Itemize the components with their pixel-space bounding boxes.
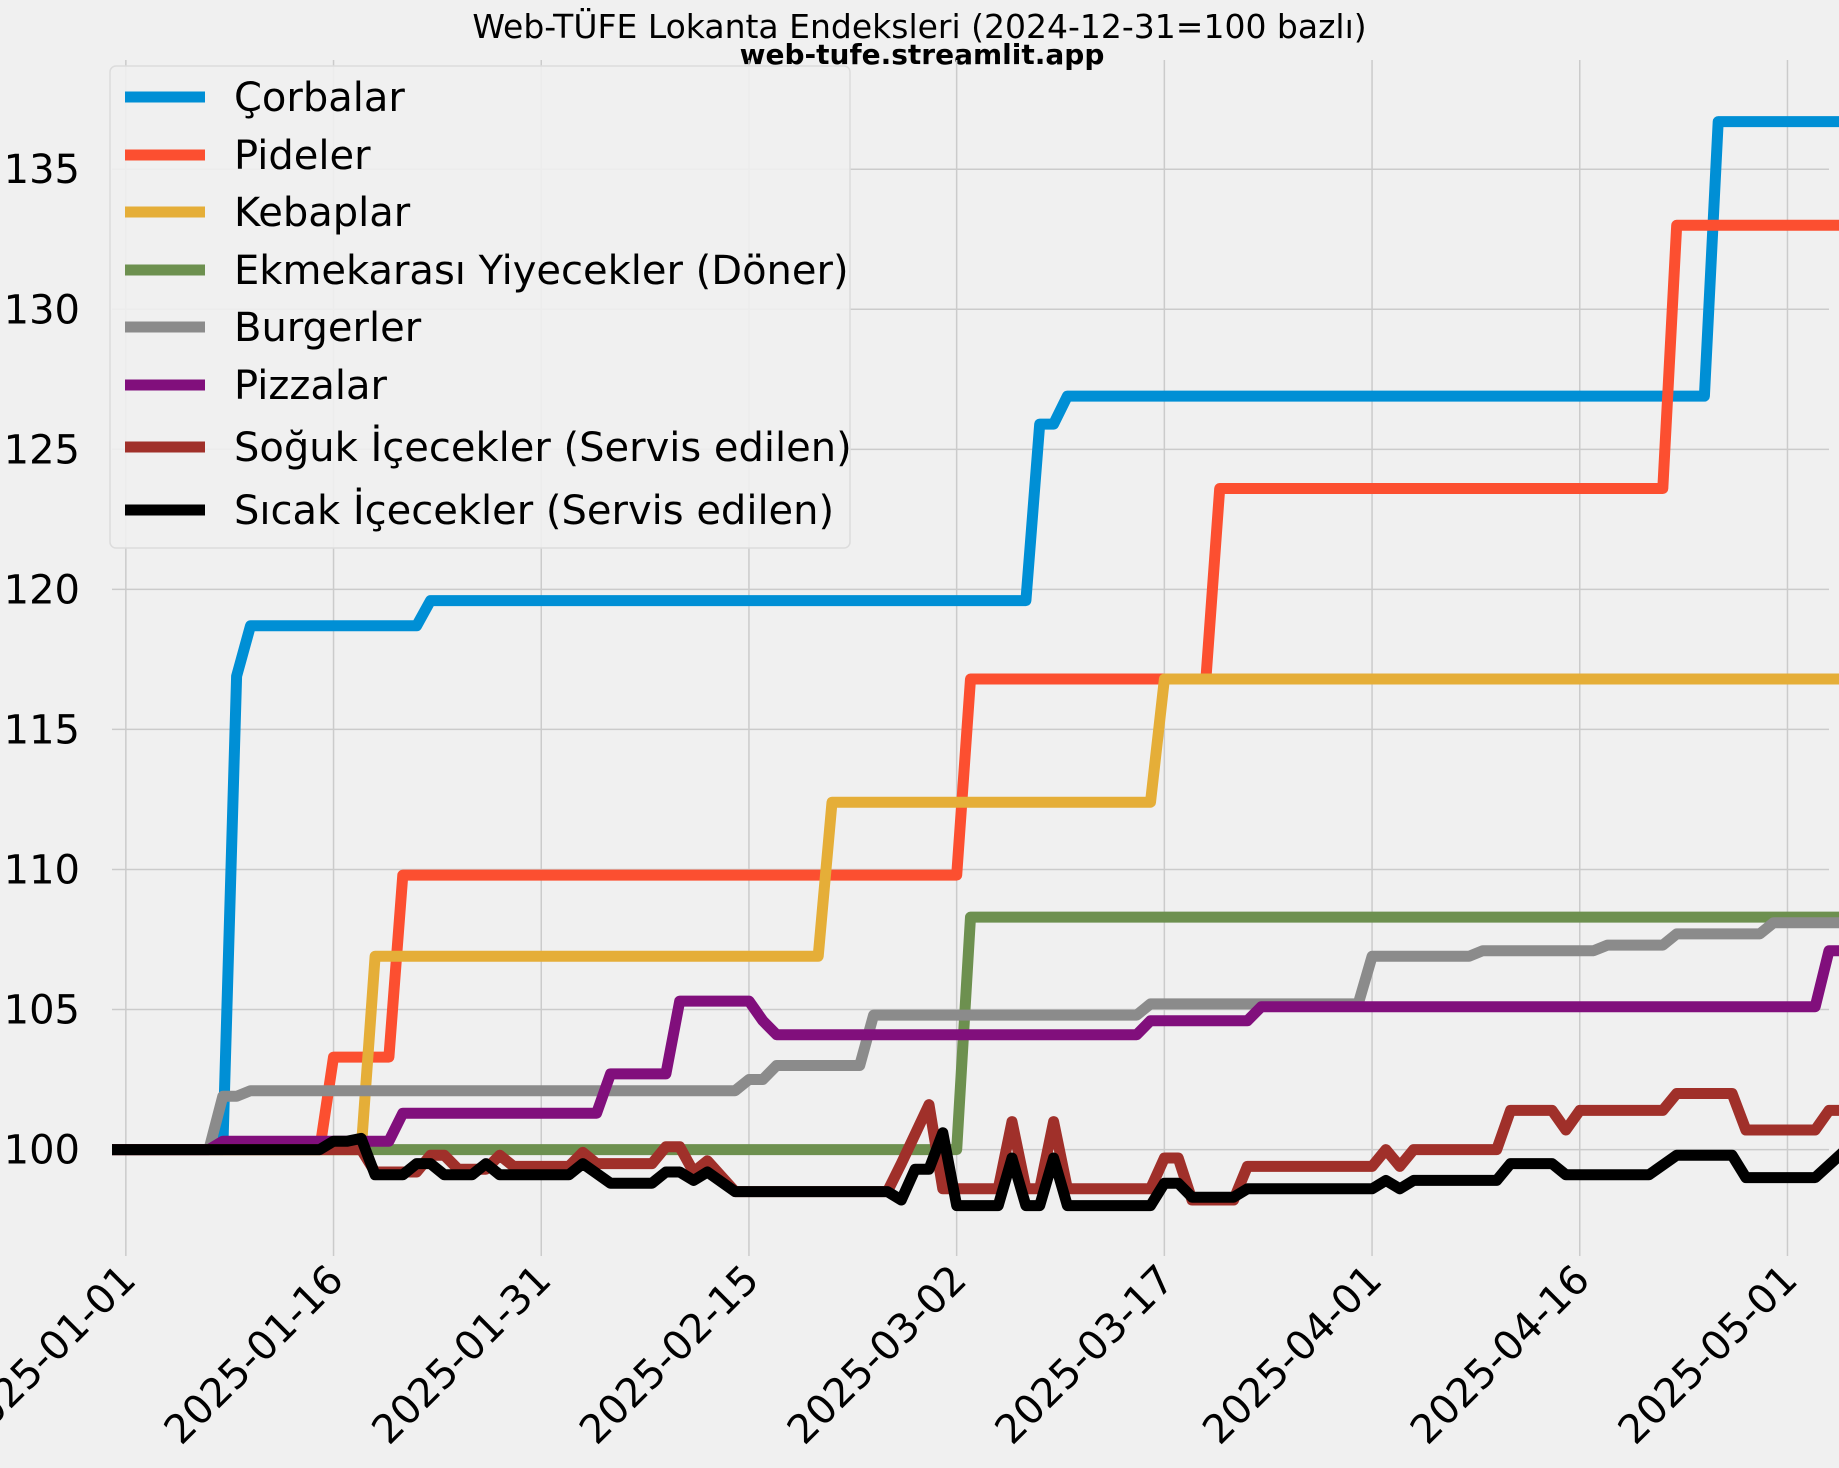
y-tick-label: 135 xyxy=(4,147,80,193)
series-lines xyxy=(112,116,1839,1212)
chart-title: Web-TÜFE Lokanta Endeksleri (2024-12-31=… xyxy=(472,6,1366,46)
series-line-5 xyxy=(112,917,1839,1156)
y-tick-label: 120 xyxy=(4,567,80,613)
x-tick-label: 2025-02-15 xyxy=(571,1257,768,1454)
x-tick-label: 2025-05-01 xyxy=(1610,1257,1807,1454)
series-line-1 xyxy=(112,116,1839,1156)
y-tick-label: 130 xyxy=(4,287,80,333)
legend-label: Ekmekarası Yiyecekler (Döner) xyxy=(234,248,849,294)
x-tick-label: 2025-03-17 xyxy=(987,1257,1184,1454)
y-tick-label: 125 xyxy=(4,427,80,473)
legend-label: Burgerler xyxy=(234,305,422,351)
legend-label: Pideler xyxy=(234,133,371,179)
x-tick-label: 2025-03-02 xyxy=(779,1257,976,1454)
legend-label: Çorbalar xyxy=(234,75,405,121)
x-tick-label: 2025-04-01 xyxy=(1194,1257,1391,1454)
y-tick-label: 115 xyxy=(4,707,80,753)
legend: Çorbalar Pideler Kebaplar Ekmekarası Yiyece… xyxy=(109,65,852,549)
x-tick-label: 2025-01-31 xyxy=(363,1257,560,1454)
x-tick-label: 2025-01-16 xyxy=(156,1257,353,1454)
legend-label: Kebaplar xyxy=(234,190,411,236)
legend-label: Sıcak İçecekler (Servis edilen) xyxy=(234,486,834,534)
x-tick-label: 2025-04-16 xyxy=(1402,1257,1599,1454)
series-line-2 xyxy=(112,219,1839,1156)
y-tick-label: 110 xyxy=(4,847,80,893)
legend-label: Soğuk İçecekler (Servis edilen) xyxy=(234,423,852,471)
y-tick-label: 100 xyxy=(4,1128,80,1174)
legend-box xyxy=(109,65,851,549)
series-line-8 xyxy=(112,1127,1839,1212)
legend-label: Pizzalar xyxy=(234,363,387,409)
series-line-3 xyxy=(112,673,1839,1156)
x-tick-label: 2025-01-01 xyxy=(0,1257,145,1454)
series-line-6 xyxy=(112,945,1839,1156)
y-tick-label: 105 xyxy=(4,988,80,1034)
